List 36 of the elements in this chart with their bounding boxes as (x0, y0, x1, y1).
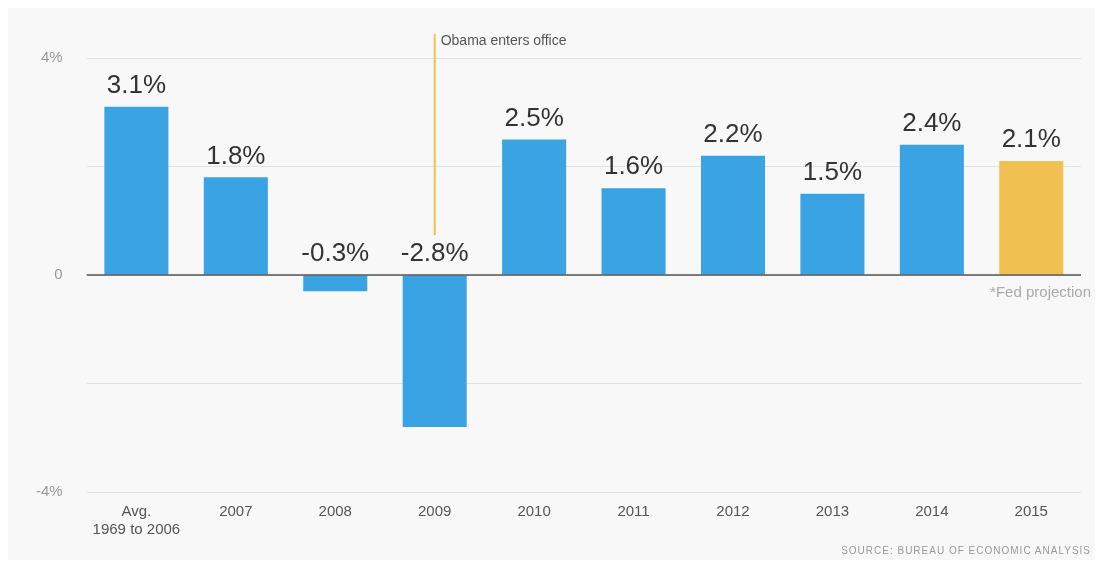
x-tick-label: 2010 (517, 502, 551, 520)
bar (502, 139, 567, 275)
y-tick-label: 0 (54, 265, 63, 283)
bar (303, 275, 368, 292)
data-label: 1.5% (802, 155, 863, 186)
data-label: 2.4% (902, 106, 962, 137)
data-label: 2.5% (504, 101, 564, 132)
bar (402, 275, 467, 427)
x-tick-label: 2015 (1014, 502, 1048, 520)
bar (601, 188, 666, 275)
x-tick-label: 2011 (617, 502, 650, 520)
data-label: 3.1% (106, 69, 167, 99)
data-label: 2.1% (1001, 123, 1061, 154)
y-tick-label: 4% (40, 48, 63, 66)
bar (700, 155, 765, 275)
bar (104, 106, 169, 275)
bar (899, 144, 964, 275)
data-label: 1.6% (603, 150, 664, 181)
annotation: *Fed projection (990, 282, 1091, 300)
data-label: -2.8% (400, 237, 469, 268)
x-tick-label: 2013 (815, 502, 850, 520)
x-tick-label: 2007 (219, 502, 253, 520)
source-note: SOURCE: BUREAU OF ECONOMIC ANALYSIS (841, 544, 1091, 556)
x-tick-label: 2014 (915, 502, 949, 520)
x-tick-label: 2008 (318, 502, 352, 520)
x-tick-label: 2009 (418, 502, 452, 520)
ref-line-label: Obama enters office (440, 31, 567, 48)
data-label: -0.3% (301, 237, 370, 268)
x-tick-label: Avg. 1969 to 2006 (92, 502, 181, 538)
y-tick-label: -4% (35, 482, 63, 500)
bar (800, 193, 865, 275)
bar (203, 177, 268, 275)
data-label: 1.8% (206, 139, 266, 170)
bar (999, 161, 1064, 275)
x-tick-label: 2012 (716, 502, 750, 520)
data-label: 2.2% (703, 117, 763, 148)
